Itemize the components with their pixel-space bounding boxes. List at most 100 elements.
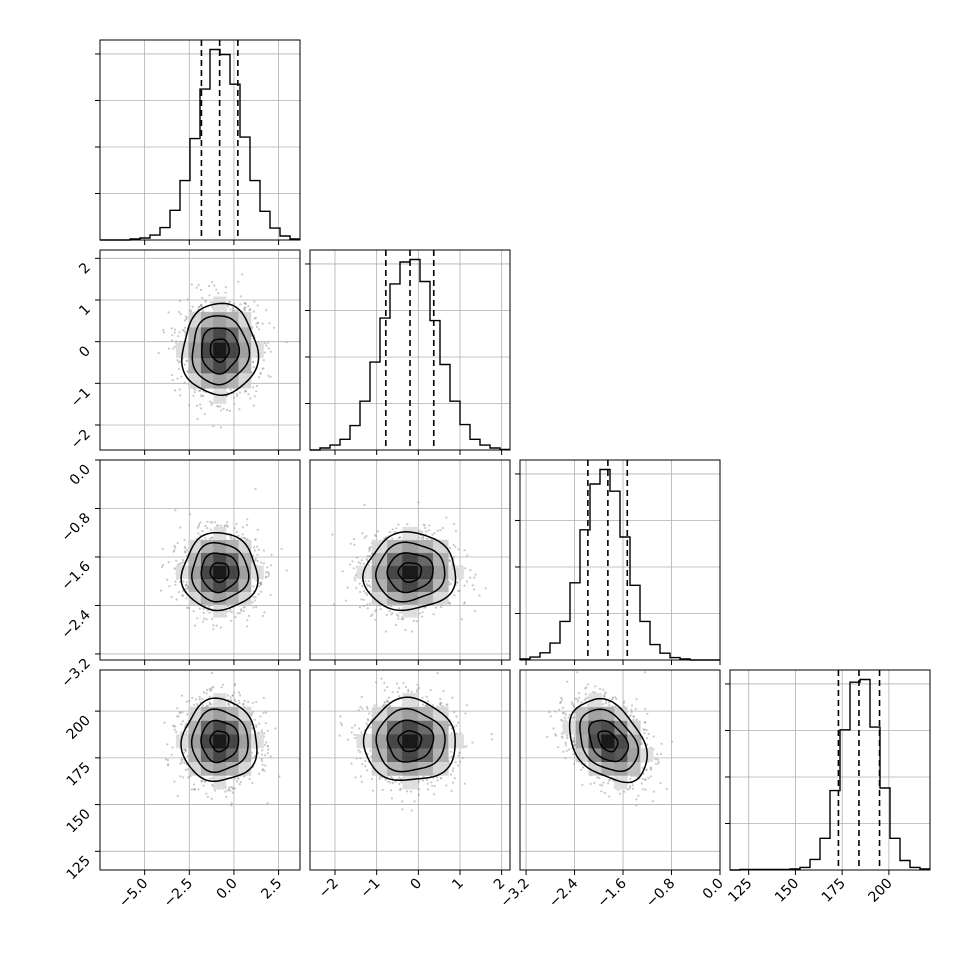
scatter-point [365, 722, 368, 725]
scatter-point [256, 559, 259, 563]
scatter-point [366, 607, 369, 610]
scatter-point [224, 790, 227, 793]
scatter-point [170, 327, 173, 330]
density-cell [213, 693, 227, 708]
scatter-point [431, 533, 434, 536]
density-cell [402, 591, 419, 605]
scatter-point [365, 558, 368, 561]
scatter-point [198, 695, 201, 699]
contour-line [209, 730, 230, 753]
scatter-point [166, 743, 169, 746]
scatter-point [248, 614, 251, 618]
scatter-point [401, 800, 404, 803]
scatter-point [191, 696, 194, 700]
scatter-point [552, 727, 555, 730]
scatter-point [375, 608, 378, 611]
density-cell [188, 591, 202, 605]
scatter-point [395, 613, 399, 616]
scatter-point [183, 545, 186, 548]
scatter-point [397, 617, 400, 620]
density-cell [432, 720, 449, 735]
contour-line [397, 730, 423, 753]
scatter-point [461, 756, 464, 760]
scatter-point [197, 284, 200, 287]
scatter-point [353, 576, 356, 579]
scatter-point [436, 776, 439, 779]
scatter-point [455, 724, 458, 727]
density-cell [575, 734, 589, 749]
scatter-point [227, 702, 230, 705]
scatter-point [258, 376, 261, 379]
y-tick-label-3: 200 [64, 713, 94, 743]
scatter-point [258, 585, 261, 588]
scatter-point [185, 549, 188, 552]
scatter-point [189, 309, 192, 312]
scatter-point [242, 609, 245, 613]
density-cell [213, 591, 227, 605]
scatter-point [207, 284, 211, 288]
scatter-point [243, 775, 246, 778]
scatter-point [353, 543, 356, 546]
scatter-point [389, 605, 393, 608]
scatter-point [186, 359, 189, 362]
scatter-point [358, 606, 361, 609]
scatter-point [184, 584, 187, 587]
scatter-point [201, 620, 205, 623]
scatter-point [201, 309, 205, 312]
scatter-point [652, 735, 655, 738]
scatter-point [162, 328, 165, 331]
y-tick-label-2: −0.8 [58, 510, 93, 545]
scatter-point [222, 683, 225, 686]
scatter-point [423, 524, 426, 527]
scatter-point [253, 300, 256, 303]
scatter-point [197, 788, 200, 791]
y-tick-label-3: 125 [64, 853, 94, 883]
scatter-point [561, 662, 563, 664]
scatter-point [433, 532, 436, 535]
scatter-point [254, 596, 257, 599]
scatter-point [643, 732, 646, 735]
density-cell [575, 720, 589, 735]
scatter-point [185, 597, 188, 600]
scatter-point [373, 534, 377, 537]
scatter-point [465, 704, 468, 707]
scatter-point [410, 690, 413, 693]
panel-diag-3 [725, 669, 931, 871]
scatter-point [404, 628, 407, 632]
scatter-point [630, 704, 634, 707]
scatter-point [360, 559, 363, 562]
scatter-point [246, 625, 249, 628]
scatter-point [161, 563, 165, 567]
scatter-point [181, 594, 184, 597]
scatter-point [208, 400, 212, 403]
scatter-point [439, 606, 443, 609]
y-tick-label-2: −2.4 [58, 607, 93, 642]
scatter-point [413, 800, 416, 803]
scatter-point [252, 310, 255, 313]
density-cell [417, 761, 434, 776]
scatter-point [451, 696, 454, 699]
scatter-point [178, 388, 181, 391]
scatter-point [205, 618, 208, 621]
scatter-point [246, 619, 249, 622]
scatter-point [364, 580, 367, 583]
scatter-point [261, 367, 264, 370]
contour-line [180, 531, 259, 612]
scatter-point [445, 516, 448, 519]
scatter-point [484, 587, 487, 590]
density-cell [188, 311, 202, 328]
density-cell [588, 720, 602, 735]
scatter-point [181, 711, 184, 714]
scatter-point [349, 563, 352, 566]
scatter-point [254, 487, 257, 491]
scatter-point [561, 736, 564, 739]
scatter-point [171, 746, 174, 749]
scatter-point [445, 784, 448, 787]
scatter-point [253, 546, 256, 549]
scatter-point [432, 704, 435, 707]
density-cell [627, 734, 641, 749]
scatter-point [173, 549, 176, 552]
scatter-point [253, 718, 256, 721]
scatter-point [609, 778, 612, 781]
scatter-point [207, 704, 210, 707]
